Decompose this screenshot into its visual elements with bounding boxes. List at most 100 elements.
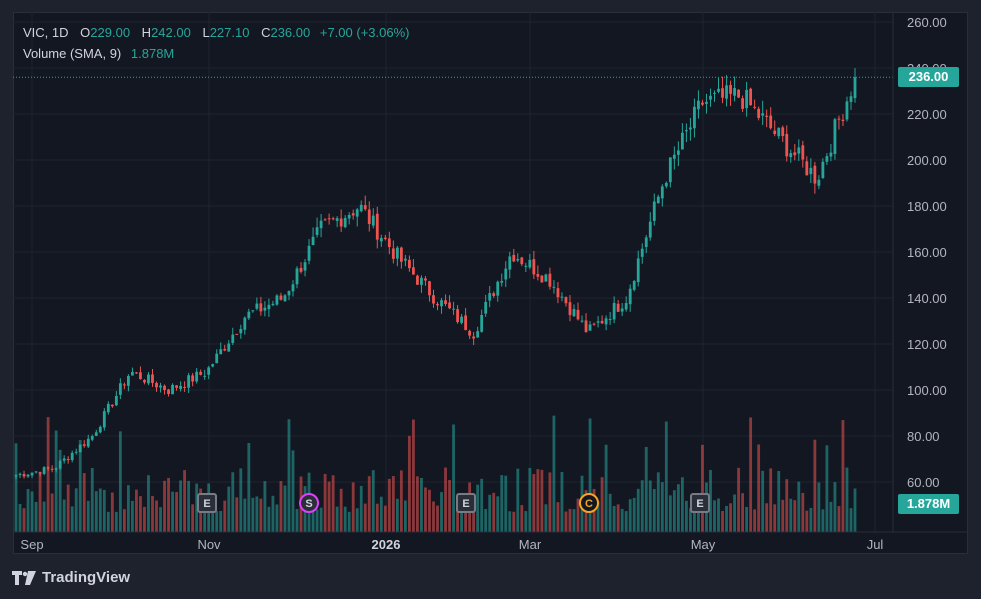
candle-body <box>552 286 556 288</box>
volume-bar <box>239 468 243 532</box>
candle-body <box>717 88 720 92</box>
candle-body <box>247 311 251 319</box>
volume-bar <box>540 469 544 532</box>
volume-bar <box>833 482 837 532</box>
candle-body <box>709 95 712 100</box>
candle-body <box>608 319 612 321</box>
volume-bar <box>624 511 628 532</box>
volume-bar <box>30 491 34 532</box>
volume-bar <box>476 484 480 532</box>
x-tick-label: Jul <box>867 537 884 552</box>
volume-bar <box>171 491 174 532</box>
candle-body <box>757 108 761 118</box>
candle-body <box>82 444 86 446</box>
symbol-label[interactable]: VIC <box>23 25 45 40</box>
candle-body <box>191 375 195 382</box>
earnings-marker-2[interactable]: E <box>456 493 476 513</box>
candle-body <box>227 343 231 352</box>
volume-label[interactable]: Volume (SMA, 9) <box>23 46 122 61</box>
y-tick-label: 140.00 <box>907 291 947 306</box>
candle-body <box>829 152 833 157</box>
volume-bar <box>271 495 275 532</box>
candle-body <box>656 196 660 204</box>
volume-bar <box>175 492 178 532</box>
volume-bar <box>412 419 415 532</box>
volume-bar <box>275 504 279 532</box>
time-axis[interactable]: Sep Nov 2026 Mar May Jul <box>20 537 883 552</box>
change-value: +7.00 (+3.06%) <box>319 25 410 40</box>
candle-body <box>568 302 572 316</box>
candle-body <box>492 293 496 296</box>
volume-bar <box>472 507 476 532</box>
candle-body <box>576 309 580 320</box>
candle-body <box>765 115 769 117</box>
candle-body <box>126 375 130 386</box>
candle-body <box>500 280 504 283</box>
candle-body <box>496 281 500 296</box>
volume-bar <box>556 502 560 532</box>
volume-bar <box>279 481 283 532</box>
candle-body <box>235 333 239 335</box>
candle-body <box>78 444 82 453</box>
candle-body <box>432 295 435 304</box>
candle-body <box>327 218 331 220</box>
split-marker[interactable]: S <box>299 493 319 513</box>
volume-bar <box>291 450 295 532</box>
volume-bar <box>90 468 94 532</box>
candle-body <box>600 320 604 324</box>
volume-bar <box>628 499 632 532</box>
volume-bar <box>721 510 724 532</box>
volume-bar <box>512 511 516 532</box>
candle-body <box>14 475 18 477</box>
candle-body <box>801 145 805 160</box>
volume-bar <box>359 485 363 532</box>
candle-body <box>307 245 311 261</box>
volume-bar <box>231 472 235 532</box>
candle-body <box>315 227 319 235</box>
volume-bar <box>122 509 126 532</box>
candle-body <box>391 248 395 259</box>
candle-body <box>135 372 138 374</box>
candle-body <box>267 304 271 310</box>
candle-body <box>110 404 114 407</box>
volume-bar <box>267 506 271 532</box>
candle-body <box>243 317 247 330</box>
volume-bar <box>251 497 255 532</box>
volume-bar <box>600 477 604 532</box>
candle-body <box>632 280 636 290</box>
candle-body <box>769 115 773 129</box>
volume-bar <box>131 500 134 532</box>
volume-bar <box>568 508 572 532</box>
volume-bar <box>191 504 195 532</box>
candle-body <box>528 259 532 268</box>
volume-bar <box>697 510 700 532</box>
price-axis[interactable]: 260.00240.00220.00200.00180.00160.00140.… <box>13 12 968 533</box>
candle-body <box>672 154 676 159</box>
volume-bar <box>620 508 624 532</box>
volume-bar <box>247 442 251 532</box>
volume-bar <box>82 473 86 532</box>
candle-body <box>347 214 351 219</box>
calendar-marker[interactable]: C <box>579 493 599 513</box>
volume-bar <box>335 506 339 532</box>
tradingview-branding[interactable]: TradingView <box>12 569 130 586</box>
volume-bar <box>331 475 335 532</box>
candle-body <box>54 468 58 470</box>
candle-body <box>440 300 443 307</box>
price-chart[interactable]: 260.00240.00220.00200.00180.00160.00140.… <box>13 12 968 554</box>
candle-body <box>98 426 102 433</box>
volume-bar <box>596 501 600 532</box>
candle-body <box>58 460 62 469</box>
volume-bar <box>528 467 532 532</box>
earnings-marker-3[interactable]: E <box>690 493 710 513</box>
candle-body <box>793 152 797 156</box>
volume-bar <box>689 508 692 532</box>
earnings-marker-1[interactable]: E <box>197 493 217 513</box>
candle-body <box>203 375 207 377</box>
volume-bar <box>367 476 371 532</box>
candle-body <box>387 238 391 248</box>
candle-body <box>207 367 211 375</box>
candle-body <box>331 218 335 220</box>
volume-bar <box>781 499 785 532</box>
volume-bar <box>552 415 556 532</box>
